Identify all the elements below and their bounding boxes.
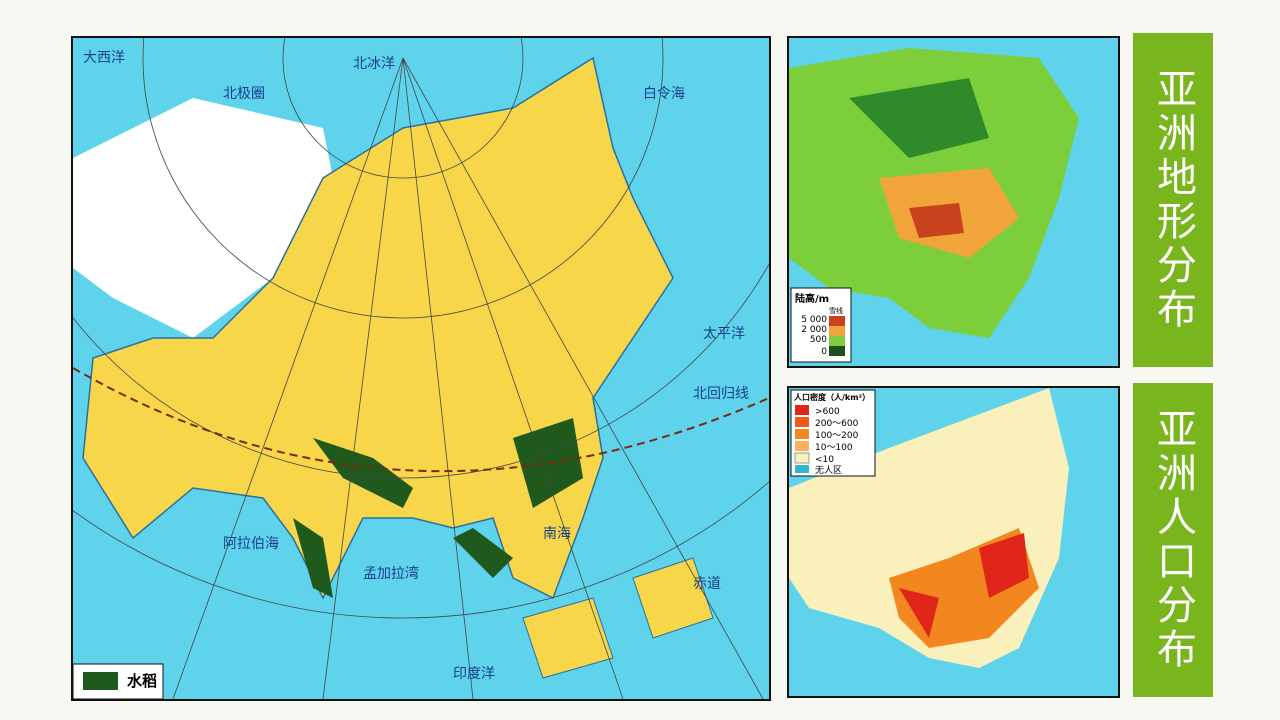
legend-class: >600	[815, 407, 840, 417]
legend-swatch	[829, 346, 845, 356]
ocean-label: 孟加拉湾	[363, 565, 419, 582]
rice-map-svg: 大西洋 北冰洋 白令海 太平洋 印度洋 阿拉伯海 孟加拉湾 南海 北回归线 北极…	[73, 38, 769, 699]
islands	[522, 557, 714, 679]
legend-swatch	[795, 417, 809, 427]
legend-swatch	[795, 429, 809, 439]
legend-class: <10	[815, 455, 834, 465]
legend-swatch	[795, 441, 809, 451]
ocean-label: 北冰洋	[353, 56, 395, 72]
europe-land	[73, 98, 333, 338]
rice-area	[293, 418, 583, 598]
legend-class: 100～200	[815, 431, 859, 441]
terrain-map: 陆高/m 雪线 5 000 2 000 500 0	[787, 36, 1120, 368]
legend-class: 无人区	[815, 465, 842, 476]
legend-label: 水稻	[127, 672, 157, 690]
legend-swatch	[83, 672, 118, 690]
terrain-map-svg: 陆高/m 雪线 5 000 2 000 500 0	[789, 48, 1079, 363]
graticule	[73, 38, 769, 699]
population-map: 人口密度（人/km²） >600 200～600 100～200 10～100 …	[787, 386, 1120, 698]
legend-swatch	[829, 326, 845, 336]
legend-swatch	[829, 316, 845, 326]
population-title: 亚洲人口分布	[1133, 383, 1213, 697]
population-map-svg: 人口密度（人/km²） >600 200～600 100～200 10～100 …	[789, 388, 1069, 668]
legend-title: 陆高/m	[795, 292, 829, 305]
legend-class: 200～600	[815, 419, 859, 429]
legend-level: 5 000	[801, 315, 827, 325]
legend-level: 0	[821, 347, 827, 357]
land-plateau	[909, 203, 964, 238]
legend-level: 500	[810, 335, 827, 345]
tropic-line	[73, 367, 769, 473]
ocean-label: 大西洋	[83, 50, 125, 66]
legend-swatch	[829, 336, 845, 346]
land-very-dense	[899, 533, 1029, 638]
line-label: 北极圈	[223, 86, 265, 102]
ocean-label: 白令海	[643, 86, 685, 102]
legend-swatch	[794, 452, 810, 464]
rice-map: 大西洋 北冰洋 白令海 太平洋 印度洋 阿拉伯海 孟加拉湾 南海 北回归线 北极…	[71, 36, 771, 701]
ocean-label: 印度洋	[453, 666, 495, 682]
legend-swatch	[795, 405, 809, 415]
legend-swatch	[795, 465, 809, 473]
legend-snow: 雪线	[829, 306, 843, 315]
legend-title: 人口密度（人/km²）	[794, 392, 870, 402]
legend-level: 2 000	[801, 325, 827, 335]
line-label: 北回归线	[693, 385, 749, 402]
legend-class: 10～100	[815, 443, 853, 453]
legend-classes: >600 200～600 100～200 10～100 <10 无人区	[794, 405, 859, 476]
legend-levels: 5 000 2 000 500 0	[801, 315, 827, 357]
ocean-label: 南海	[543, 526, 571, 542]
line-label: 赤道	[693, 576, 721, 592]
ocean-label: 太平洋	[703, 326, 745, 342]
terrain-title: 亚洲地形分布	[1133, 33, 1213, 367]
ocean-label: 阿拉伯海	[223, 536, 279, 552]
land-plain	[849, 78, 989, 158]
map-labels: 大西洋 北冰洋 白令海 太平洋 印度洋 阿拉伯海 孟加拉湾 南海 北回归线 北极…	[83, 50, 749, 682]
